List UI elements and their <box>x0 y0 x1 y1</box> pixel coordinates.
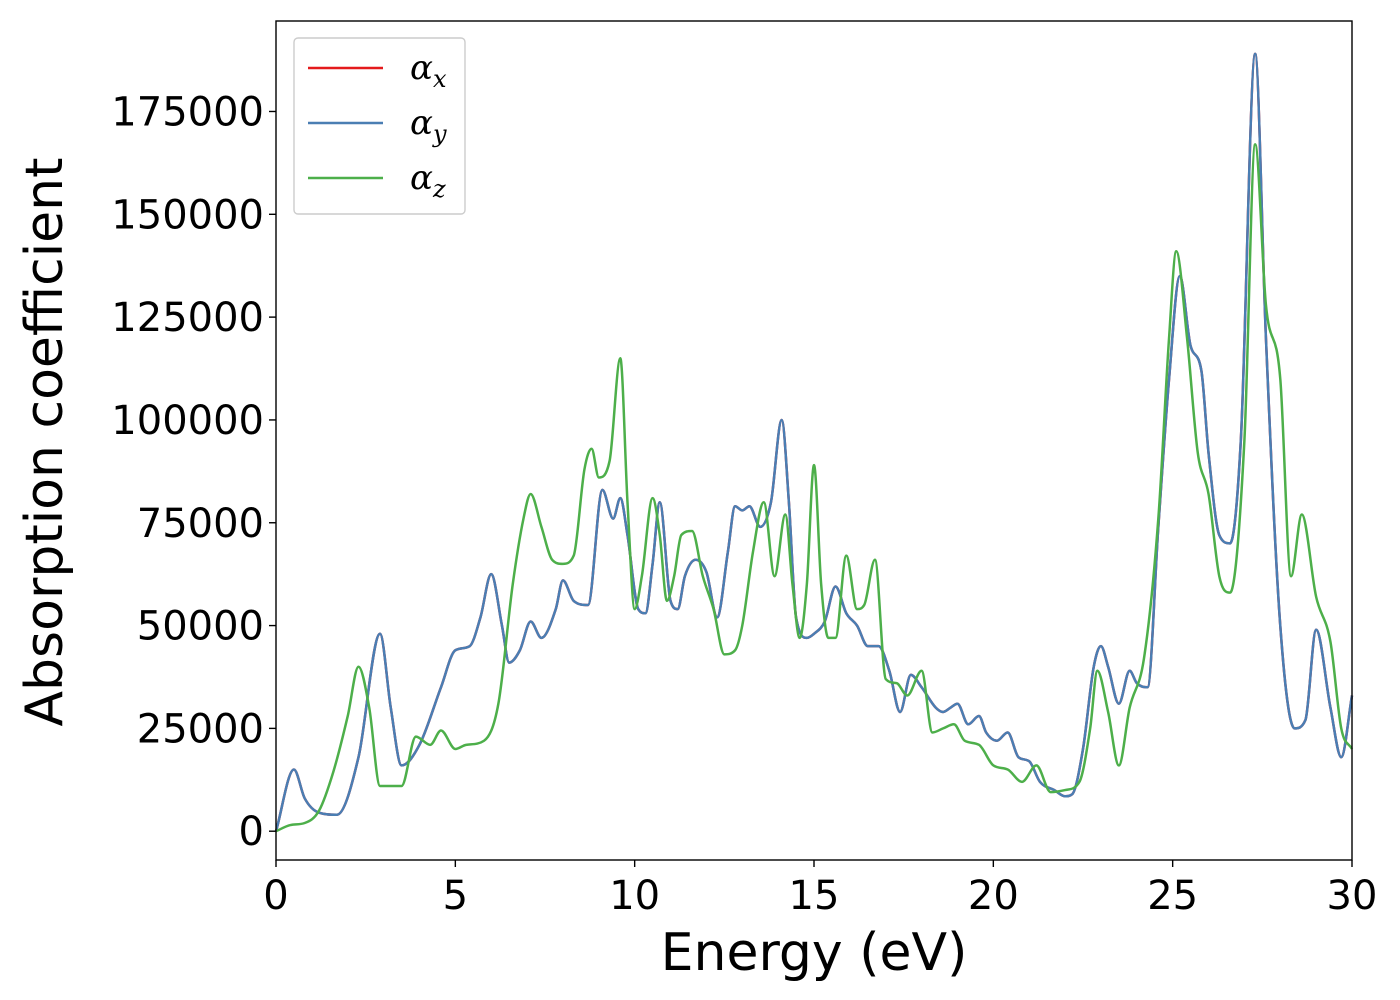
legend: αx αy αz <box>293 37 466 215</box>
y-axis: 0 25000 50000 75000 100000 125000 150000 175000 <box>111 89 276 855</box>
x-tick-label: 0 <box>263 873 288 919</box>
legend-label-alpha-z: αz <box>410 158 446 203</box>
x-tick-label: 5 <box>443 873 468 919</box>
series-line-alpha-y <box>274 52 1354 832</box>
y-tick-label: 125000 <box>111 295 264 341</box>
x-tick-label: 10 <box>609 873 660 919</box>
x-tick-label: 20 <box>968 873 1019 919</box>
legend-label-alpha-y: αy <box>410 103 447 148</box>
legend-label-alpha-x: αx <box>410 48 447 93</box>
legend-box <box>293 37 466 215</box>
y-tick-label: 0 <box>239 809 264 855</box>
y-tick-label: 25000 <box>137 706 264 752</box>
x-tick-label: 30 <box>1327 873 1378 919</box>
series-layer <box>274 52 1354 833</box>
y-axis-title: Absorption coefficient <box>15 157 75 726</box>
x-axis: 0 5 10 15 20 25 30 <box>263 860 1377 919</box>
y-tick-label: 175000 <box>111 89 264 135</box>
y-tick-label: 75000 <box>137 501 264 547</box>
series-line-alpha-z <box>275 143 1354 833</box>
x-tick-label: 25 <box>1147 873 1198 919</box>
y-tick-label: 150000 <box>111 192 264 238</box>
x-tick-label: 15 <box>789 873 840 919</box>
x-axis-title: Energy (eV) <box>661 923 968 983</box>
y-tick-label: 50000 <box>137 604 264 650</box>
y-tick-label: 100000 <box>111 398 264 444</box>
